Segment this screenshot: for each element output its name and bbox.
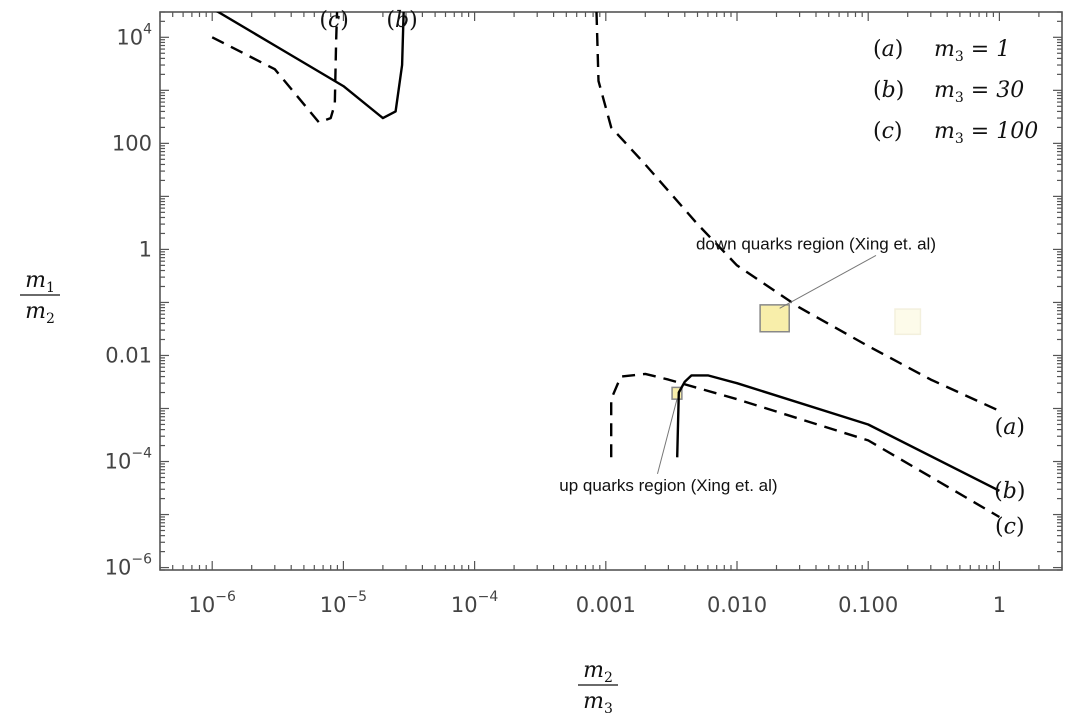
curve-c-4: [610, 372, 1001, 519]
legend-tag: (a): [873, 37, 903, 62]
curve-b-1: [215, 12, 405, 120]
y-label-numerator: m1: [25, 268, 55, 296]
legend: (a) m3 = 1 (b) m3 = 30 (c) m3 = 100: [873, 37, 1038, 147]
y-tick-label: 104: [116, 21, 152, 49]
x-label-denominator: m3: [583, 689, 613, 716]
legend-tag: (c): [873, 119, 903, 144]
y-tick-label: 10−4: [105, 446, 152, 474]
curve-label: (c): [995, 514, 1025, 539]
x-tick-label: 1: [993, 593, 1006, 617]
regions: [671, 304, 922, 400]
legend-value: m3 = 30: [934, 78, 1024, 106]
curve-c-3: [211, 12, 339, 124]
curve-label: (b): [994, 479, 1025, 504]
curve-label: (b): [386, 8, 417, 33]
down-quarks-region-leader: [779, 254, 877, 309]
x-tick-label: 0.100: [838, 593, 898, 617]
curve-b-2: [676, 374, 1000, 492]
tick-labels: 10−6 10−5 10−4 0.001 0.010 0.100 1 10−6 10−4 0.01…: [105, 21, 1006, 617]
y-tick-label: 1: [139, 237, 152, 261]
curve-label: (c): [319, 8, 349, 33]
curve-labels: (c) (b) (a) (b) (c): [319, 8, 1025, 539]
down-quarks-region: [759, 304, 790, 333]
down-quarks-region-label: down quarks region (Xing et. al): [696, 234, 936, 253]
up-quarks-region-label: up quarks region (Xing et. al): [559, 476, 777, 495]
x-label-numerator: m2: [583, 658, 613, 686]
legend-value: m3 = 100: [934, 119, 1038, 147]
curves: [211, 12, 1001, 519]
curve-a-0: [595, 12, 1000, 412]
y-label-denominator: m2: [25, 299, 55, 327]
plot-border: [159, 11, 1063, 571]
up-quarks-region-leader: [657, 399, 678, 474]
x-tick-label: 0.010: [707, 593, 767, 617]
curve-label: (a): [995, 415, 1025, 440]
y-tick-label: 10−6: [105, 552, 152, 580]
plot-frame: [159, 11, 1063, 571]
faint-region: [894, 308, 922, 336]
x-tick-label: 10−5: [320, 589, 367, 617]
axis-ticks: [159, 11, 1063, 571]
x-tick-label: 0.001: [576, 593, 636, 617]
legend-value: m3 = 1: [934, 37, 1010, 65]
annotations: down quarks region (Xing et. al) up quark…: [559, 234, 936, 494]
up-quarks-region: [671, 386, 683, 400]
y-tick-label: 0.01: [105, 343, 152, 367]
y-tick-label: 100: [112, 131, 152, 155]
x-tick-label: 10−4: [451, 589, 498, 617]
legend-tag: (b): [873, 78, 904, 103]
x-tick-label: 10−6: [189, 589, 236, 617]
